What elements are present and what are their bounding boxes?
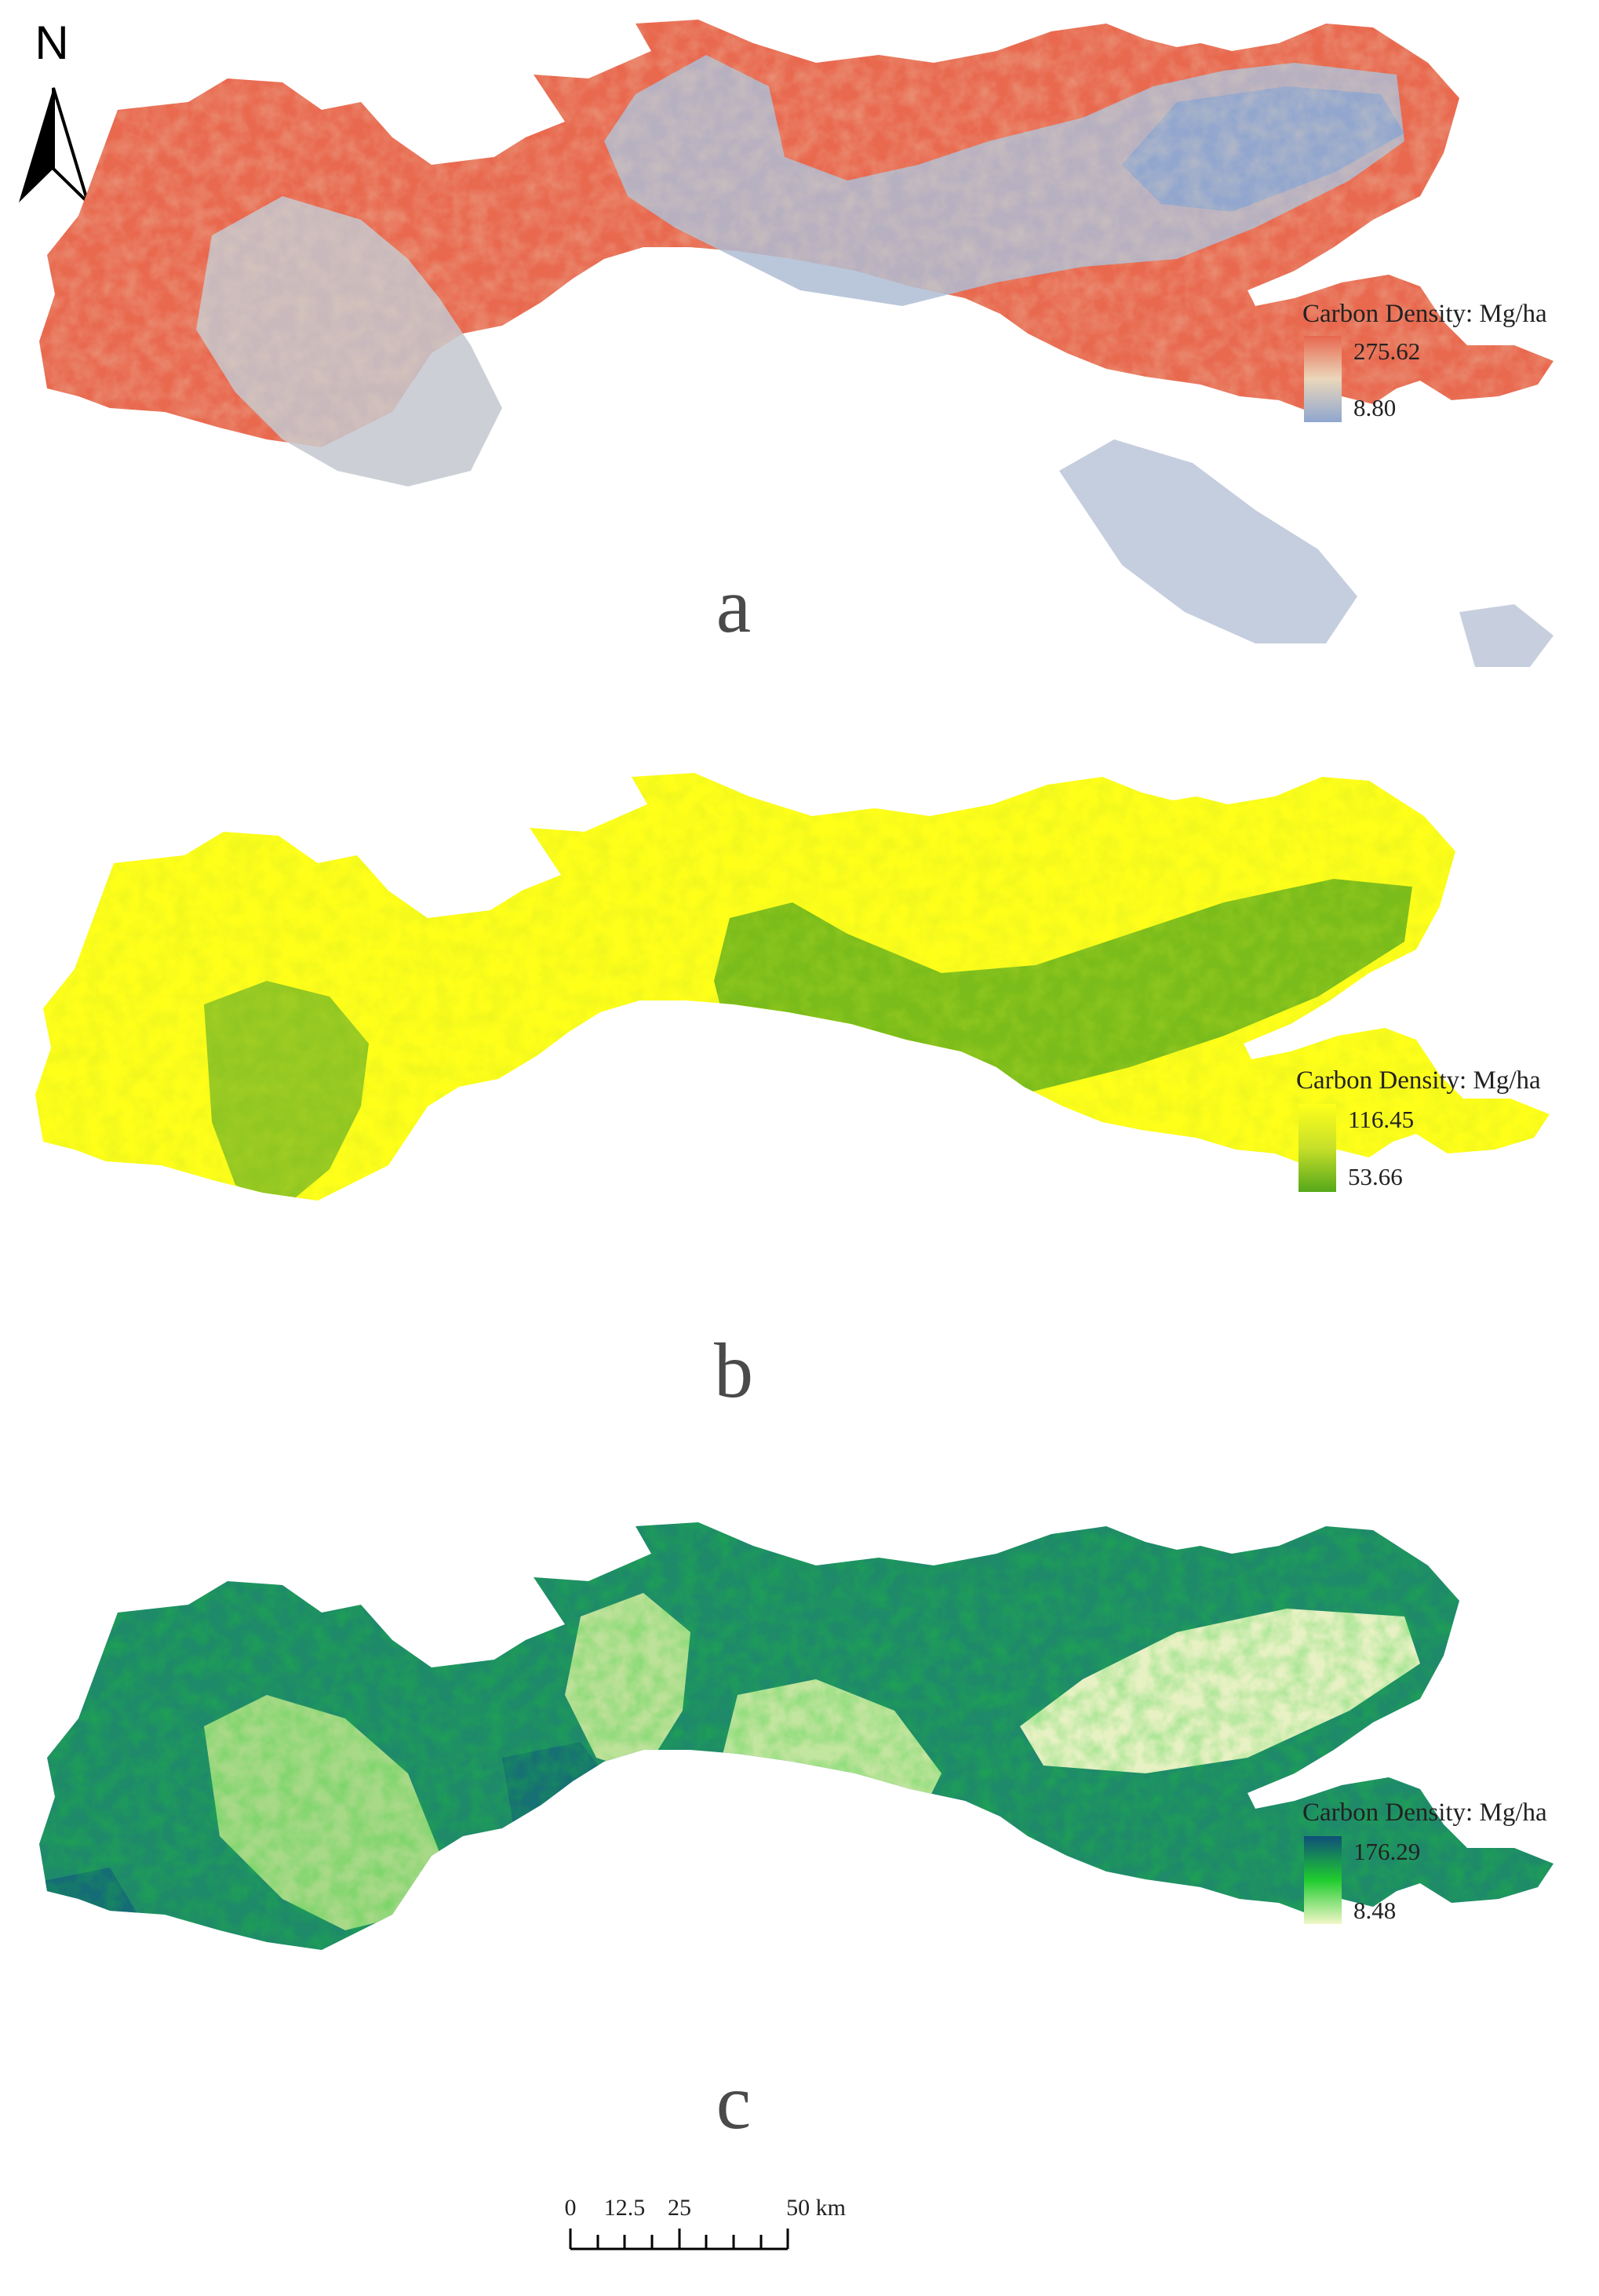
- legend-max-b: 116.45: [1348, 1106, 1414, 1133]
- legend-b: Carbon Density: Mg/ha 116.45 53.66: [1296, 1066, 1541, 1192]
- legend-min-c: 8.48: [1353, 1897, 1396, 1924]
- legend-colorbar-a: [1304, 336, 1342, 422]
- legend-max-a: 275.62: [1353, 337, 1420, 365]
- panel-letter-c: c: [716, 2058, 751, 2145]
- legend-colorbar-c: [1304, 1836, 1342, 1924]
- north-label: N: [35, 16, 68, 69]
- north-arrow: N: [19, 16, 89, 204]
- region-texture-a: [39, 20, 1553, 667]
- legend-title-a: Carbon Density: Mg/ha: [1302, 300, 1547, 328]
- scale-tick-0: 0: [565, 2195, 577, 2221]
- region-texture-c: [39, 1522, 1553, 1950]
- map-panel-a: a Carbon Density: Mg/ha 275.62 8.80: [39, 20, 1553, 667]
- legend-colorbar-b: [1299, 1104, 1336, 1192]
- panel-letter-a: a: [716, 562, 751, 649]
- legend-max-c: 176.29: [1353, 1838, 1420, 1865]
- scale-tick-12-5: 12.5: [604, 2195, 646, 2221]
- map-panel-c: c Carbon Density: Mg/ha 176.29 8.48: [39, 1522, 1553, 2145]
- legend-title-b: Carbon Density: Mg/ha: [1296, 1066, 1541, 1095]
- region-texture-b: [35, 773, 1550, 1201]
- scale-bar: 0 12.5 25 50 km: [565, 2195, 846, 2250]
- panel-letter-b: b: [714, 1327, 753, 1414]
- legend-c: Carbon Density: Mg/ha 176.29 8.48: [1302, 1799, 1547, 1924]
- legend-min-a: 8.80: [1353, 394, 1396, 421]
- map-panel-b: b Carbon Density: Mg/ha 116.45 53.66: [35, 773, 1550, 1414]
- legend-title-c: Carbon Density: Mg/ha: [1302, 1799, 1547, 1827]
- legend-a: Carbon Density: Mg/ha 275.62 8.80: [1302, 300, 1547, 422]
- legend-min-b: 53.66: [1348, 1163, 1403, 1190]
- scale-tick-50: 50 km: [786, 2195, 846, 2221]
- scale-bar-line: [569, 2229, 789, 2250]
- scale-tick-25: 25: [668, 2195, 691, 2221]
- north-arrow-icon: [19, 87, 89, 204]
